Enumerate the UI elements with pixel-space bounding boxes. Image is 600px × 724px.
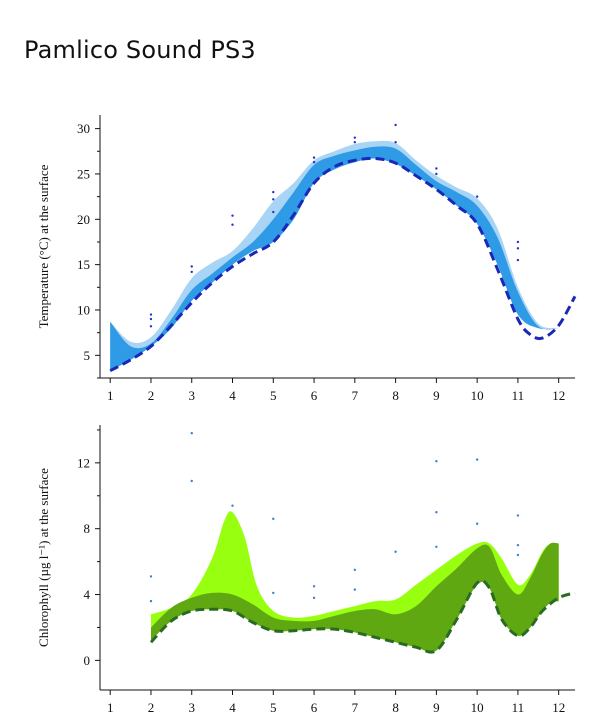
temperature-point [272,210,275,214]
temperature-x-tick-label: 6 [311,388,318,403]
chlorophyll-x-tick-label: 3 [188,700,195,715]
chlorophyll-point [312,585,316,588]
chlorophyll-point [149,599,153,603]
chlorophyll-x-tick-label: 9 [433,700,440,715]
temperature-point [516,240,520,244]
temperature-point [272,198,275,201]
temperature-point [231,214,234,217]
temperature-x-tick-label: 11 [512,388,525,403]
temperature-point [394,123,397,127]
chlorophyll-y-axis-label: Chlorophyll (µg l⁻¹) at the surface [36,468,51,647]
chlorophyll-y-tick-label: 12 [77,455,90,470]
chlorophyll-point [516,553,520,557]
temperature-x-tick-label: 8 [392,388,399,403]
chlorophyll-x-tick-label: 6 [311,700,318,715]
temperature-point [190,270,193,274]
chlorophyll-point [272,517,275,521]
temperature-point [272,190,275,194]
chlorophyll-point [312,596,316,600]
temperature-point [149,313,153,316]
chlorophyll-point [353,588,357,591]
temperature-point [190,265,193,268]
temperature-inner-band [110,146,559,371]
temperature-x-tick-label: 10 [471,388,484,403]
chlorophyll-point [516,543,520,547]
chlorophyll-point [435,460,438,463]
temperature-point [394,141,397,144]
chlorophyll-point [231,504,234,507]
chlorophyll-x-tick-label: 5 [270,700,277,715]
temperature-mean-line [109,156,577,373]
temperature-x-tick-label: 7 [352,388,359,403]
temperature-point [516,247,520,250]
temperature-y-tick-label: 15 [77,257,90,272]
chlorophyll-mean-line [149,579,576,654]
temperature-point [149,325,153,328]
temperature-x-tick-label: 4 [229,388,236,403]
temperature-x-tick-label: 3 [188,388,195,403]
chlorophyll-x-tick-label: 12 [552,700,565,715]
chlorophyll-point [516,514,520,517]
chlorophyll-point [353,568,357,572]
temperature-point [435,167,438,170]
chlorophyll-point [475,522,479,525]
chlorophyll-y-tick-label: 0 [84,653,91,668]
chlorophyll-x-tick-label: 11 [512,700,525,715]
temperature-point [312,160,316,164]
chlorophyll-point [435,545,438,549]
chlorophyll-x-tick-label: 4 [229,700,236,715]
chlorophyll-x-tick-label: 2 [148,700,155,715]
temperature-point [516,258,520,262]
chlorophyll-point [435,511,438,514]
chlorophyll-point [190,479,193,483]
chlorophyll-x-tick-label: 7 [352,700,359,715]
temperature-point [435,172,438,176]
temperature-y-tick-label: 25 [77,166,90,181]
temperature-y-tick-label: 20 [77,212,90,227]
chlorophyll-y-tick-label: 8 [84,521,91,536]
chlorophyll-point [475,458,479,461]
chlorophyll-inner-band [151,542,559,653]
temperature-x-tick-label: 2 [148,388,155,403]
temperature-point [312,156,316,159]
temperature-point [353,141,357,144]
temperature-y-tick-label: 10 [77,302,90,317]
temperature-x-tick-label: 9 [433,388,440,403]
temperature-y-axis-label: Temperature (°C) at the surface [36,164,51,328]
chlorophyll-y-tick-label: 4 [84,587,91,602]
temperature-x-tick-label: 1 [107,388,114,403]
chlorophyll-point [149,575,153,578]
temperature-point [231,223,234,226]
chlorophyll-point [272,591,275,595]
chlorophyll-x-tick-label: 8 [392,700,399,715]
temperature-y-tick-label: 5 [84,348,91,363]
temperature-point [353,136,357,139]
chlorophyll-x-tick-label: 10 [471,700,484,715]
chlorophyll-point [190,432,193,435]
page-title: Pamlico Sound PS3 [24,36,256,64]
temperature-y-tick-label: 30 [77,121,90,136]
chlorophyll-point [394,550,397,553]
chlorophyll-x-tick-label: 1 [107,700,114,715]
temperature-x-tick-label: 12 [552,388,565,403]
temperature-x-tick-label: 5 [270,388,277,403]
temperature-point [475,195,479,198]
temperature-point [149,317,153,321]
